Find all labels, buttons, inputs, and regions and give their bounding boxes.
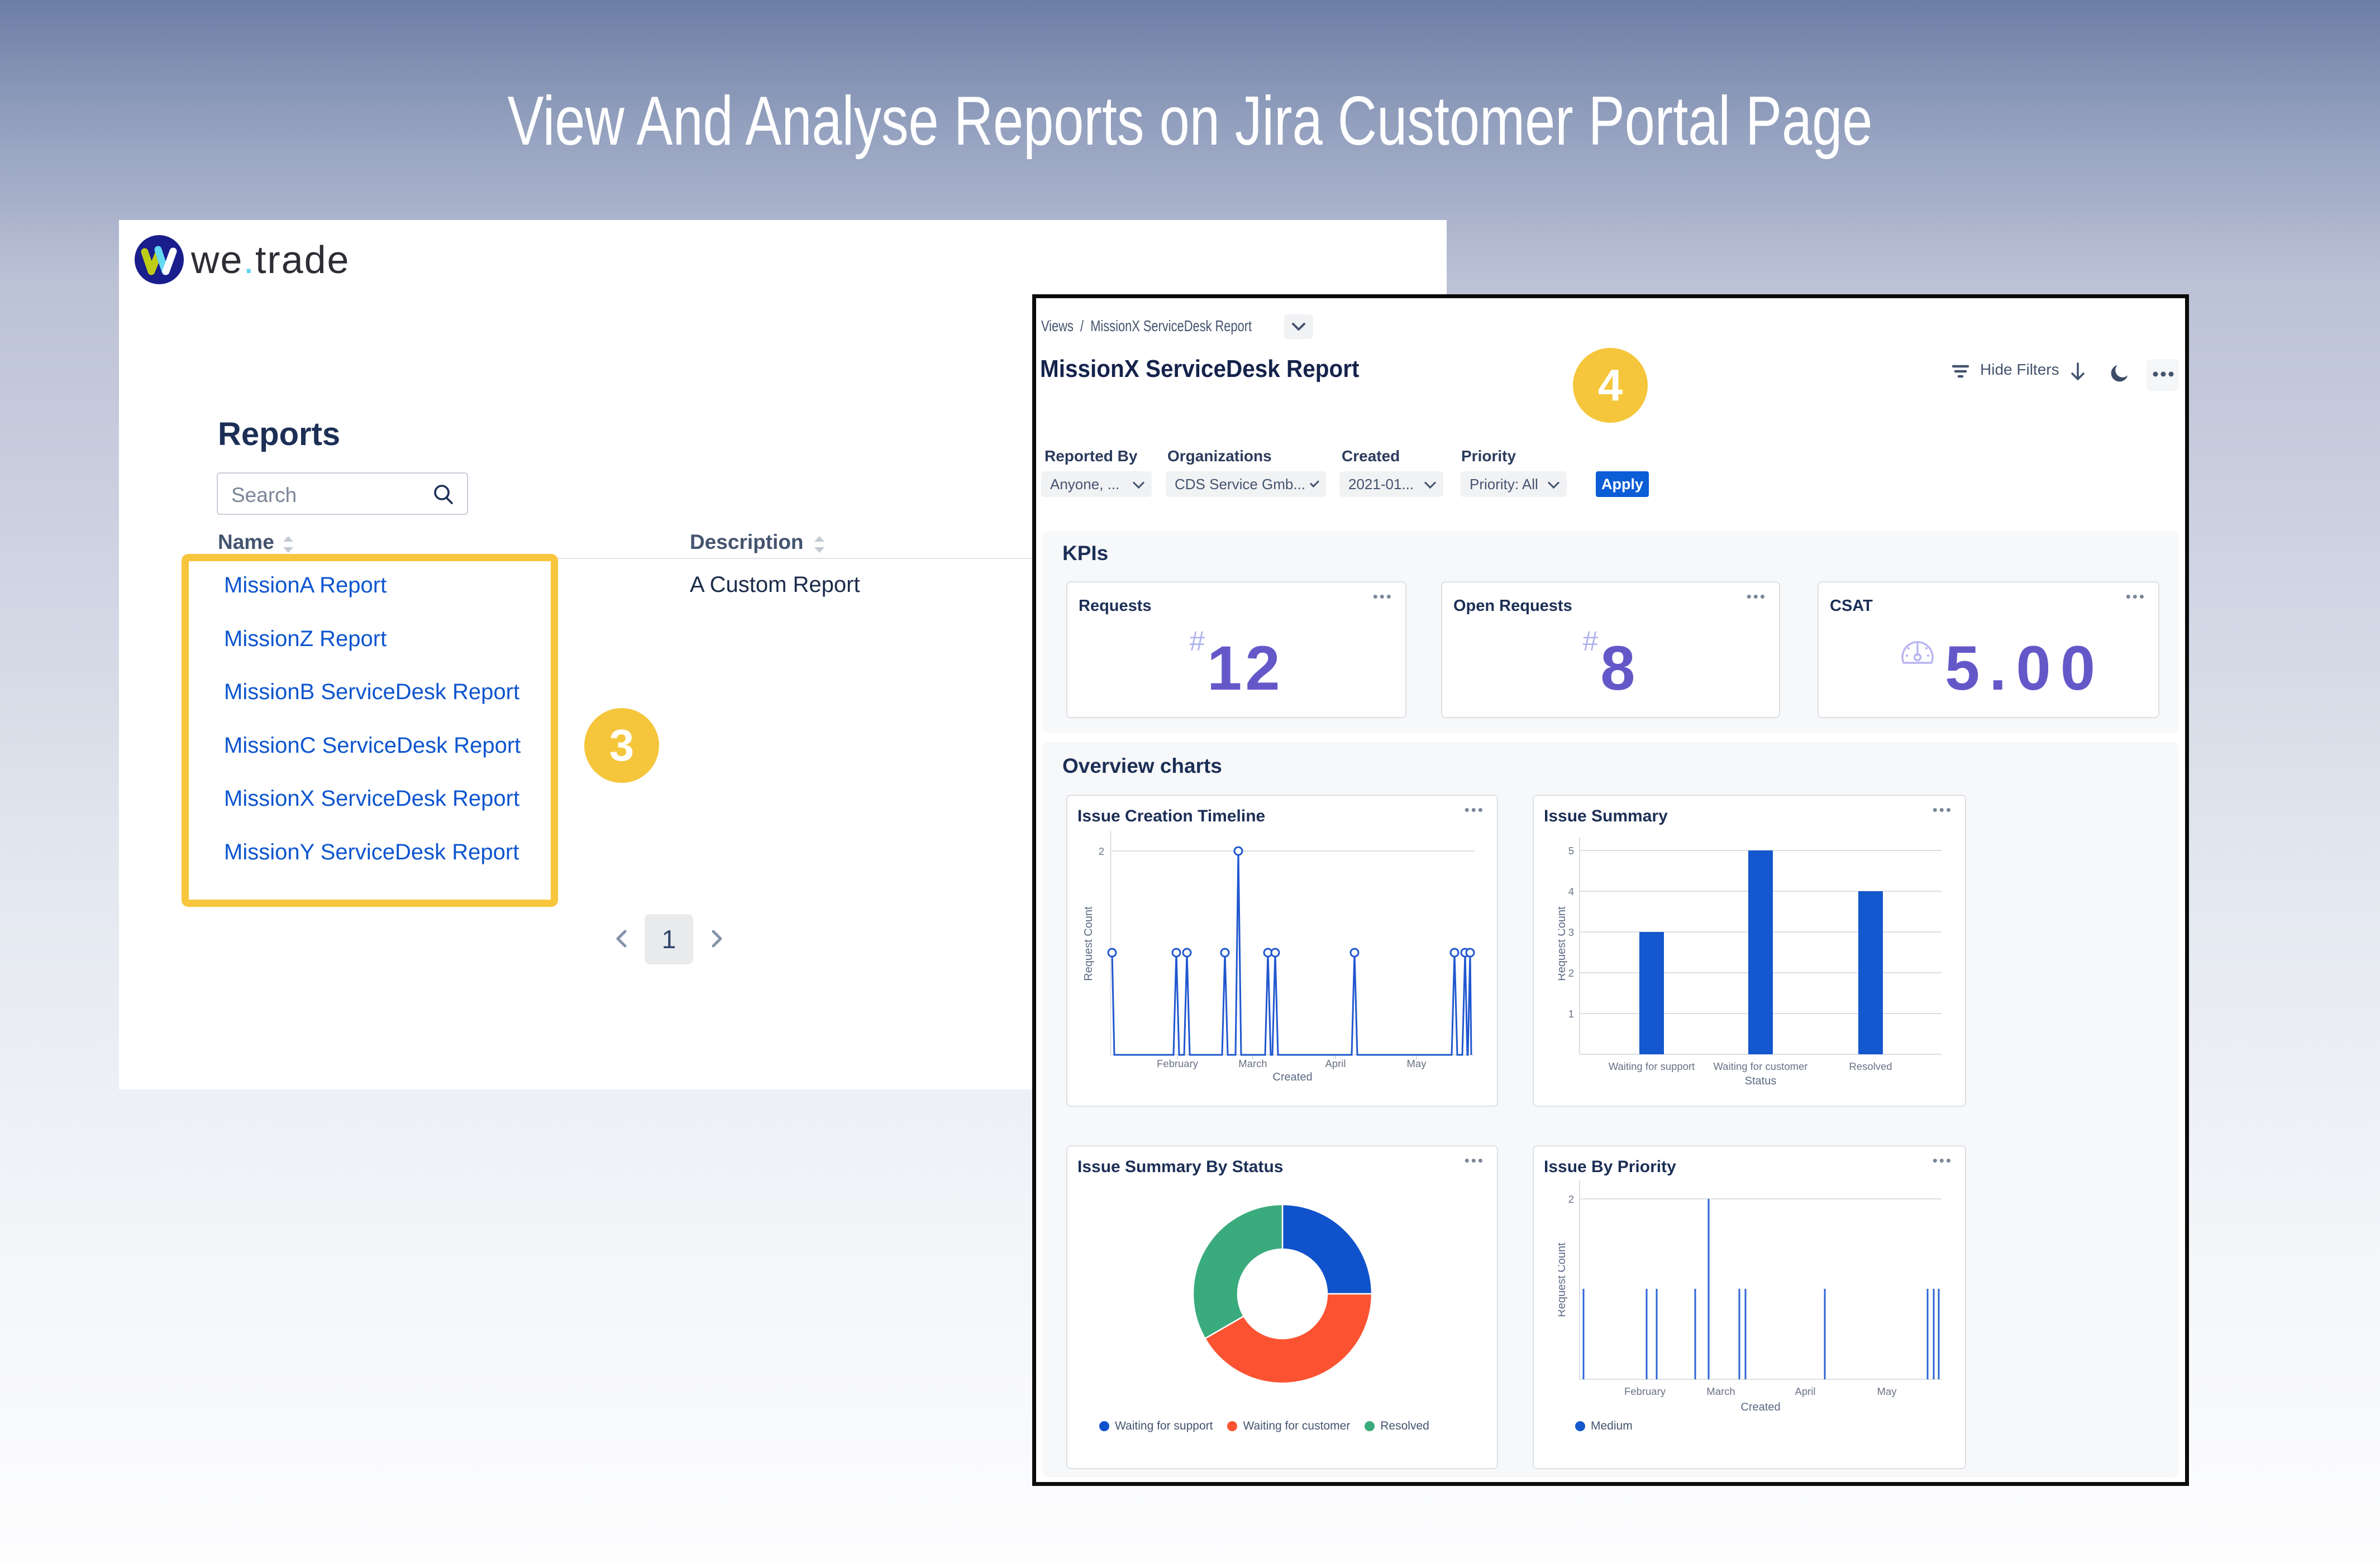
svg-text:May: May — [1407, 1058, 1427, 1069]
svg-text:April: April — [1795, 1385, 1815, 1397]
svg-text:Status: Status — [1745, 1075, 1777, 1087]
svg-text:Created: Created — [1740, 1401, 1780, 1413]
svg-text:3: 3 — [1568, 926, 1574, 938]
svg-text:February: February — [1624, 1385, 1666, 1397]
svg-text:4: 4 — [1568, 886, 1574, 897]
svg-text:2: 2 — [1568, 967, 1574, 979]
svg-text:Waiting for customer: Waiting for customer — [1714, 1060, 1808, 1072]
svg-text:February: February — [1157, 1058, 1199, 1069]
svg-text:May: May — [1877, 1385, 1897, 1397]
svg-text:Created: Created — [1272, 1071, 1312, 1083]
svg-text:2: 2 — [1099, 845, 1104, 857]
svg-text:March: March — [1238, 1058, 1267, 1069]
svg-text:Request Count: Request Count — [1558, 1242, 1568, 1317]
svg-text:Request Count: Request Count — [1082, 906, 1095, 981]
svg-text:April: April — [1325, 1058, 1346, 1069]
svg-text:March: March — [1706, 1385, 1735, 1397]
svg-text:1: 1 — [1568, 1008, 1574, 1020]
svg-text:5: 5 — [1568, 845, 1574, 857]
svg-text:2: 2 — [1568, 1193, 1574, 1205]
svg-text:Request Count: Request Count — [1558, 906, 1568, 981]
svg-text:Resolved: Resolved — [1849, 1060, 1892, 1072]
svg-text:Waiting for support: Waiting for support — [1609, 1060, 1695, 1072]
